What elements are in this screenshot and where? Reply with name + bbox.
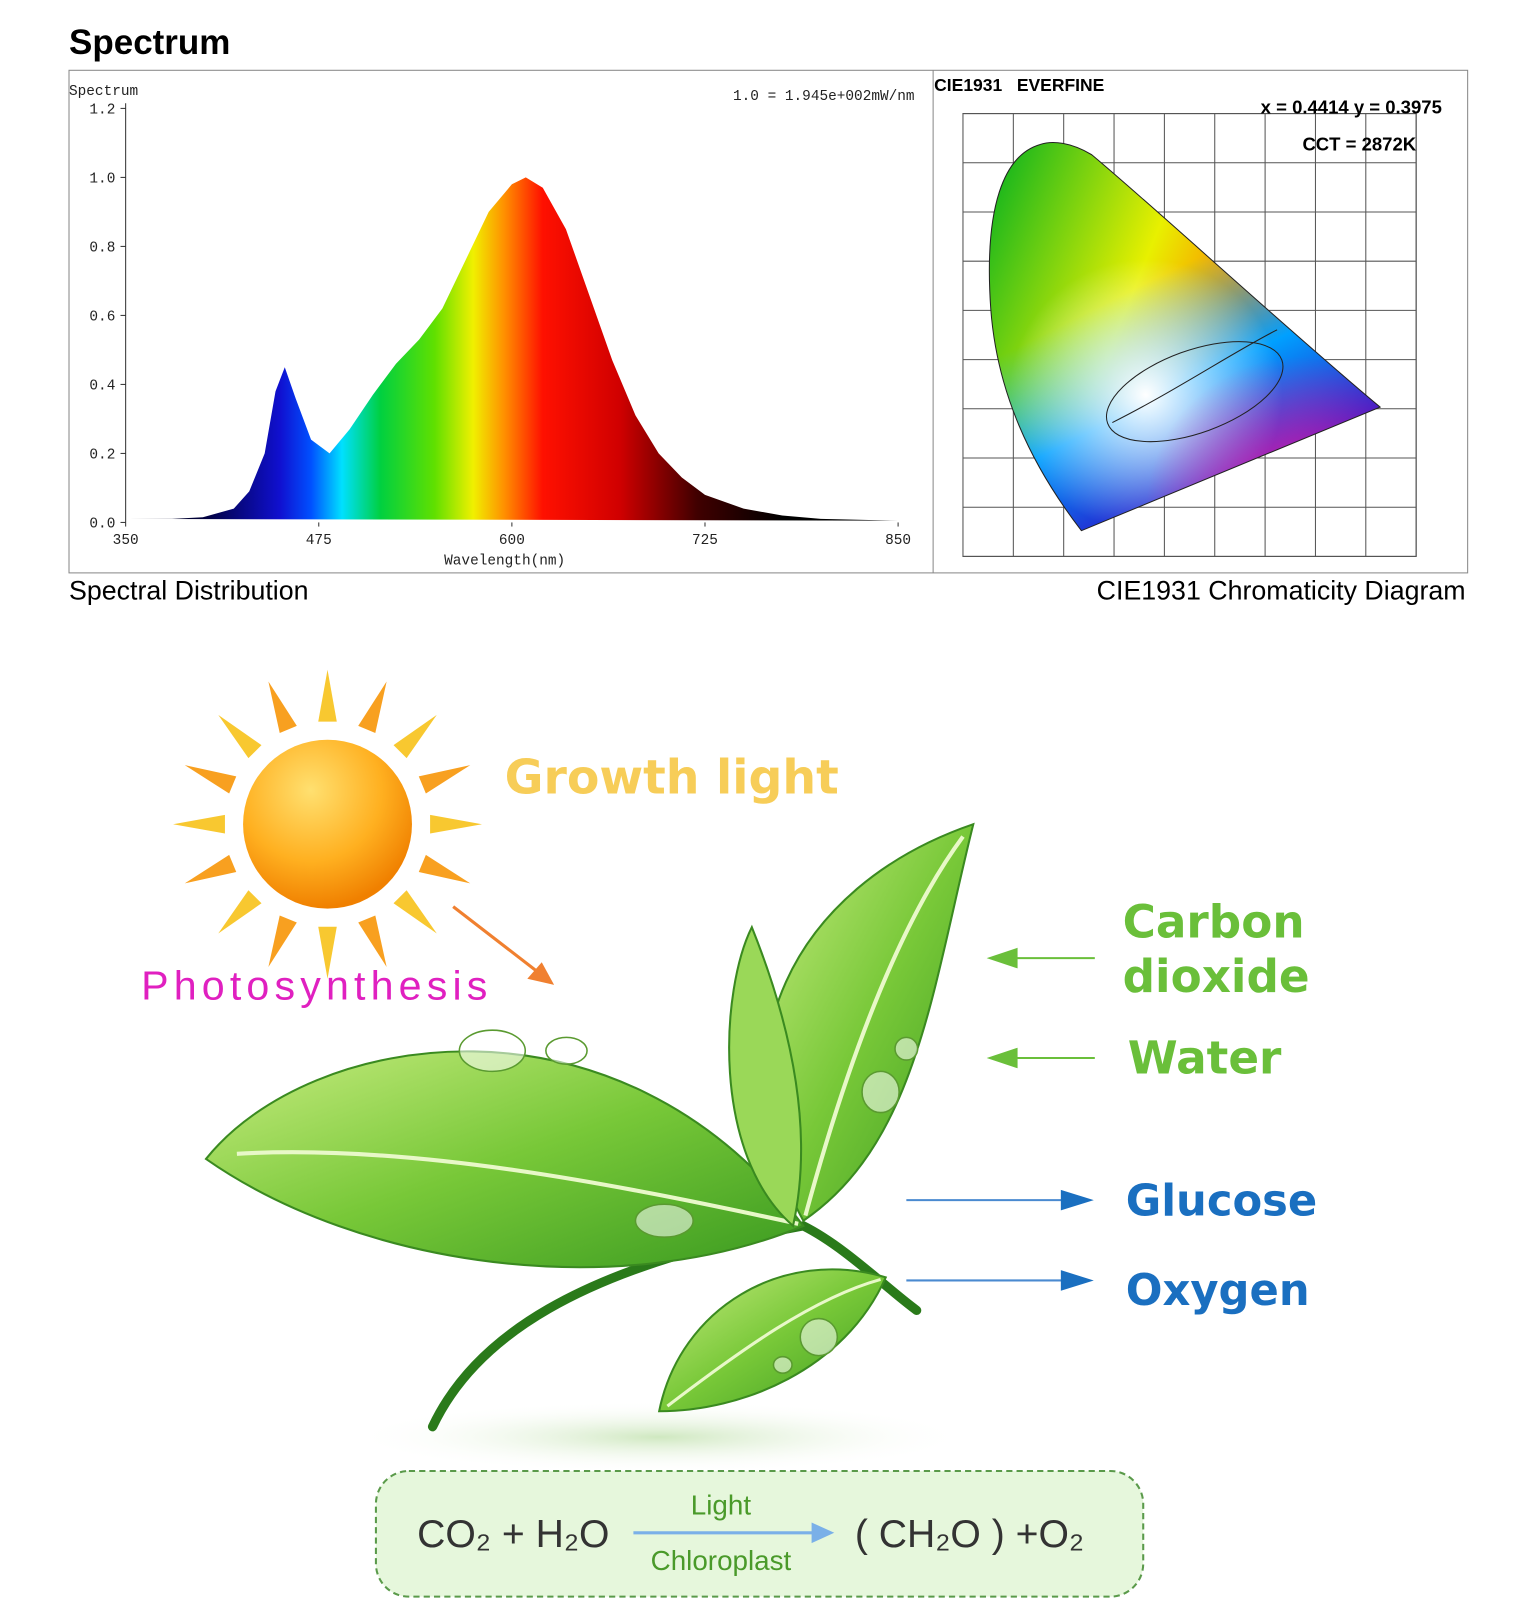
sun-ray bbox=[393, 890, 437, 934]
droplet bbox=[861, 1070, 900, 1114]
sun-ray bbox=[358, 681, 387, 733]
carbon-label: Carbon bbox=[1123, 895, 1305, 948]
annotation: 1.0 = 1.945e+002mW/nm bbox=[733, 89, 915, 105]
light-arrow-head bbox=[527, 962, 555, 985]
dioxide-label: dioxide bbox=[1123, 950, 1310, 1003]
sun-ray bbox=[268, 681, 297, 733]
ground-shadow bbox=[350, 1400, 969, 1474]
x-axis-label: Wavelength(nm) bbox=[444, 554, 565, 570]
input-arrows bbox=[906, 947, 1095, 1291]
sun-ray bbox=[184, 765, 237, 794]
sun-ray bbox=[418, 854, 471, 884]
droplet bbox=[545, 1036, 588, 1065]
x-tick-label: 350 bbox=[113, 533, 139, 549]
cie-cct: CCT = 2872K bbox=[1302, 134, 1416, 155]
photosynthesis-label: Photosynthesis bbox=[141, 962, 492, 1008]
sun-ray bbox=[318, 669, 337, 722]
sun-ray bbox=[184, 854, 237, 884]
sun bbox=[173, 669, 483, 979]
sun-rays bbox=[173, 669, 483, 979]
y-tick-label: 1.2 bbox=[89, 103, 115, 119]
droplet bbox=[772, 1355, 793, 1374]
droplet bbox=[634, 1203, 694, 1238]
glucose-label: Glucose bbox=[1126, 1177, 1318, 1227]
leaf bbox=[657, 1268, 888, 1413]
water-label: Water bbox=[1128, 1031, 1282, 1084]
sun-ray bbox=[318, 926, 337, 979]
cie-title: CIE1931 EVERFINE bbox=[934, 75, 1104, 95]
droplet bbox=[799, 1317, 839, 1357]
sun-ray bbox=[218, 714, 262, 759]
cie-diagram: CIE1931 EVERFINE x = 0.4414 y = 0.3975 C… bbox=[934, 75, 1442, 557]
sun-ray bbox=[173, 814, 225, 834]
droplet bbox=[894, 1036, 919, 1061]
light-arrow bbox=[452, 905, 545, 978]
cie-coordinates: x = 0.4414 y = 0.3975 bbox=[1261, 97, 1442, 118]
equation: CO₂ + H₂O Light Chloroplast ( CH₂O ) +O₂ bbox=[374, 1469, 1145, 1598]
spectrum-area bbox=[125, 177, 899, 521]
arrow-head bbox=[986, 1047, 1018, 1069]
arrow-head bbox=[1060, 1189, 1094, 1211]
leaf-vein bbox=[803, 835, 965, 1217]
sun-ray bbox=[418, 765, 471, 794]
x-tick-label: 475 bbox=[306, 533, 332, 549]
y-tick-label: 0.4 bbox=[89, 379, 115, 395]
y-tick-label: 0.2 bbox=[89, 448, 115, 464]
x-tick-label: 725 bbox=[692, 533, 718, 549]
oxygen-label: Oxygen bbox=[1126, 1266, 1310, 1316]
reactants: CO₂ + H₂O bbox=[417, 1513, 609, 1556]
y-tick-label: 0.6 bbox=[89, 310, 115, 326]
y-tick-label: 0.0 bbox=[89, 517, 115, 533]
sun-ray bbox=[358, 915, 387, 967]
sun-ray bbox=[430, 814, 483, 834]
plant bbox=[204, 822, 975, 1474]
page-title: Spectrum bbox=[69, 23, 230, 62]
y-tick-label: 1.0 bbox=[89, 172, 115, 188]
products: ( CH₂O ) +O₂ bbox=[855, 1513, 1084, 1556]
sun-ray bbox=[393, 714, 437, 759]
spectrum-chart: Spectrum 1.0 = 1.945e+002mW/nm Wavelengt… bbox=[68, 69, 1469, 574]
cie-gamut-purple bbox=[988, 142, 1382, 532]
leaf bbox=[728, 924, 803, 1228]
chart-caption: Spectral Distribution bbox=[69, 576, 309, 606]
sun-disc bbox=[243, 739, 412, 909]
chart-title: Spectrum bbox=[69, 84, 138, 100]
leaf-vein bbox=[236, 1150, 799, 1226]
x-tick-label: 600 bbox=[499, 533, 525, 549]
cie-locus bbox=[1112, 329, 1278, 423]
condition-above: Light bbox=[691, 1489, 752, 1520]
cie-caption: CIE1931 Chromaticity Diagram bbox=[1097, 576, 1466, 606]
leaf-vein bbox=[666, 1277, 882, 1408]
x-tick-label: 850 bbox=[885, 533, 911, 549]
droplets bbox=[458, 1029, 919, 1374]
y-tick-label: 0.8 bbox=[89, 241, 115, 257]
arrow-head bbox=[986, 947, 1018, 969]
arrow-head bbox=[1060, 1270, 1094, 1291]
cie-planckian bbox=[1105, 341, 1284, 443]
condition-below: Chloroplast bbox=[651, 1545, 792, 1576]
droplet bbox=[458, 1029, 527, 1073]
growth-light-label: Growth light bbox=[505, 750, 839, 805]
sun-ray bbox=[268, 915, 297, 967]
reaction-arrow-head bbox=[811, 1522, 835, 1544]
leaf bbox=[204, 1050, 805, 1269]
sun-ray bbox=[218, 890, 262, 934]
chart-frame bbox=[68, 69, 1469, 574]
